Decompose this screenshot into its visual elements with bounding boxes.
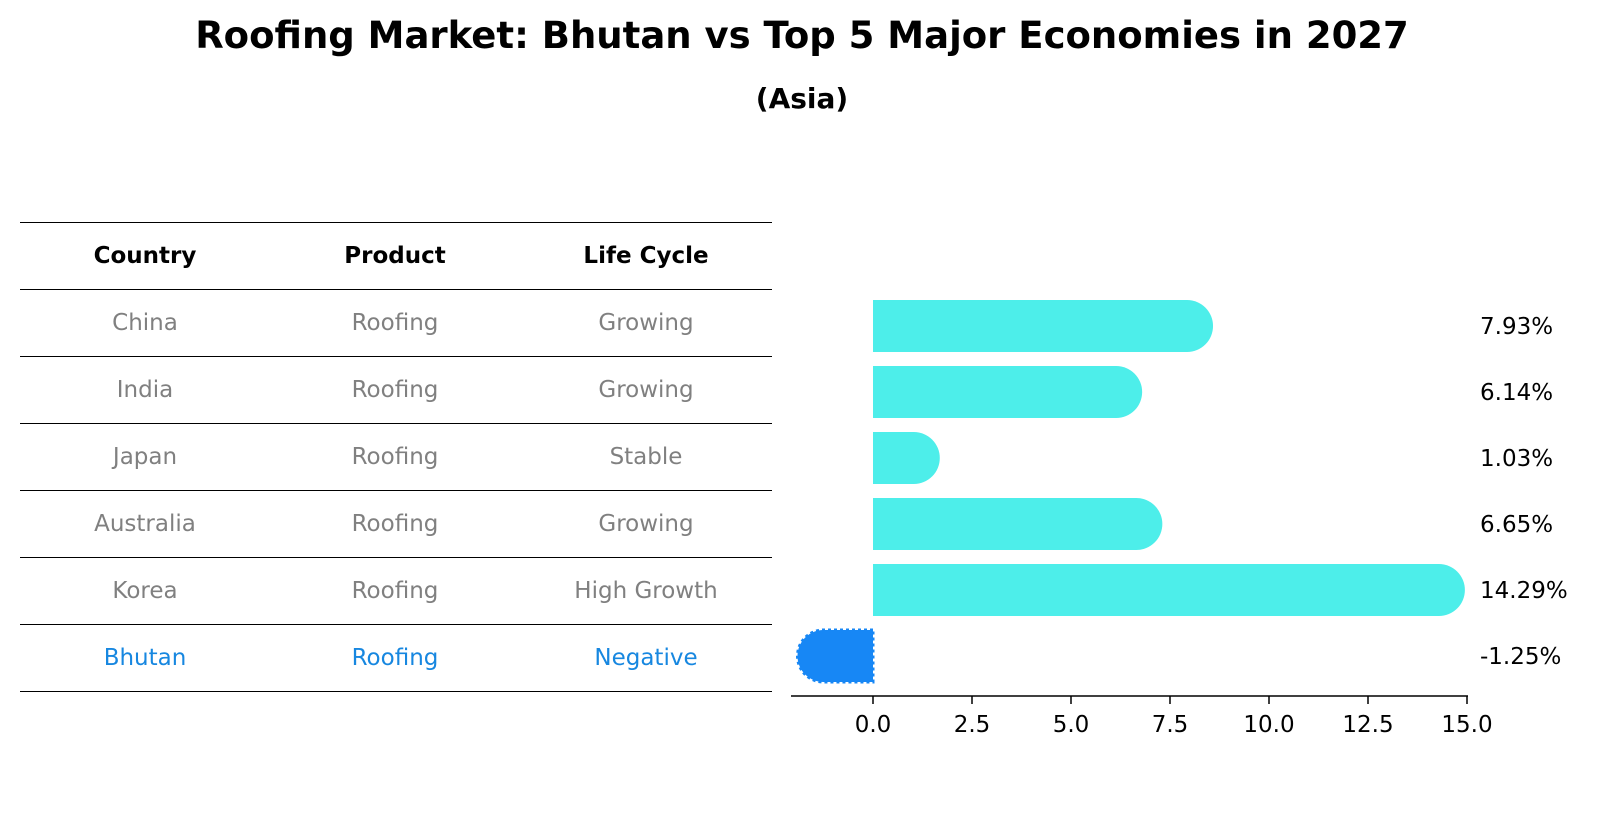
value-label: 14.29% [1480, 578, 1568, 604]
table-row: Korea Roofing High Growth [20, 557, 772, 624]
x-tick-label: 7.5 [1152, 712, 1189, 738]
value-label: 6.65% [1480, 512, 1553, 538]
cell-country: China [112, 310, 178, 336]
cell-life-cycle: Stable [609, 444, 683, 470]
value-label: 6.14% [1480, 380, 1553, 406]
cell-life-cycle: Growing [598, 377, 694, 403]
cell-country: Japan [112, 444, 178, 470]
bar-india [873, 366, 1143, 418]
cell-product: Roofing [351, 578, 439, 604]
chart-subtitle: (Asia) [755, 82, 849, 115]
cell-life-cycle: Growing [598, 310, 694, 336]
cell-country: Korea [112, 578, 178, 604]
table-row-highlighted: Bhutan Roofing Negative [20, 624, 772, 692]
cell-product: Roofing [351, 377, 439, 403]
x-tick-label: 2.5 [954, 712, 991, 738]
cell-life-cycle: High Growth [574, 578, 718, 604]
bar-korea [873, 564, 1465, 616]
table-row: Australia Roofing Growing [20, 490, 772, 557]
cell-life-cycle: Negative [594, 645, 698, 671]
bar-bhutan [796, 628, 875, 684]
table-header-row: Country Product Life Cycle [20, 222, 772, 289]
value-label: 1.03% [1480, 446, 1553, 472]
value-label: 7.93% [1480, 314, 1553, 340]
x-tick-label: 10.0 [1243, 712, 1294, 738]
table-row: China Roofing Growing [20, 289, 772, 356]
header-product: Product [344, 243, 446, 269]
x-tick-label: 5.0 [1053, 712, 1090, 738]
chart-title: Roofing Market: Bhutan vs Top 5 Major Ec… [195, 14, 1409, 57]
cell-product: Roofing [351, 645, 439, 671]
bar-china [873, 300, 1214, 352]
cell-country: India [116, 377, 174, 403]
cell-country: Bhutan [103, 645, 187, 671]
header-life-cycle: Life Cycle [583, 243, 709, 269]
table-row: Japan Roofing Stable [20, 423, 772, 490]
country-table: Country Product Life Cycle China Roofing… [20, 222, 772, 692]
cell-product: Roofing [351, 444, 439, 470]
bar-australia [873, 498, 1163, 550]
value-label: -1.25% [1480, 644, 1561, 670]
x-tick-label: 0.0 [855, 712, 892, 738]
table-row: India Roofing Growing [20, 356, 772, 423]
x-tick-label: 15.0 [1441, 712, 1492, 738]
cell-life-cycle: Growing [598, 511, 694, 537]
header-country: Country [93, 243, 197, 269]
cell-country: Australia [94, 511, 196, 537]
cell-product: Roofing [351, 310, 439, 336]
cell-product: Roofing [351, 511, 439, 537]
bar-japan [873, 432, 940, 484]
x-tick-label: 12.5 [1342, 712, 1393, 738]
